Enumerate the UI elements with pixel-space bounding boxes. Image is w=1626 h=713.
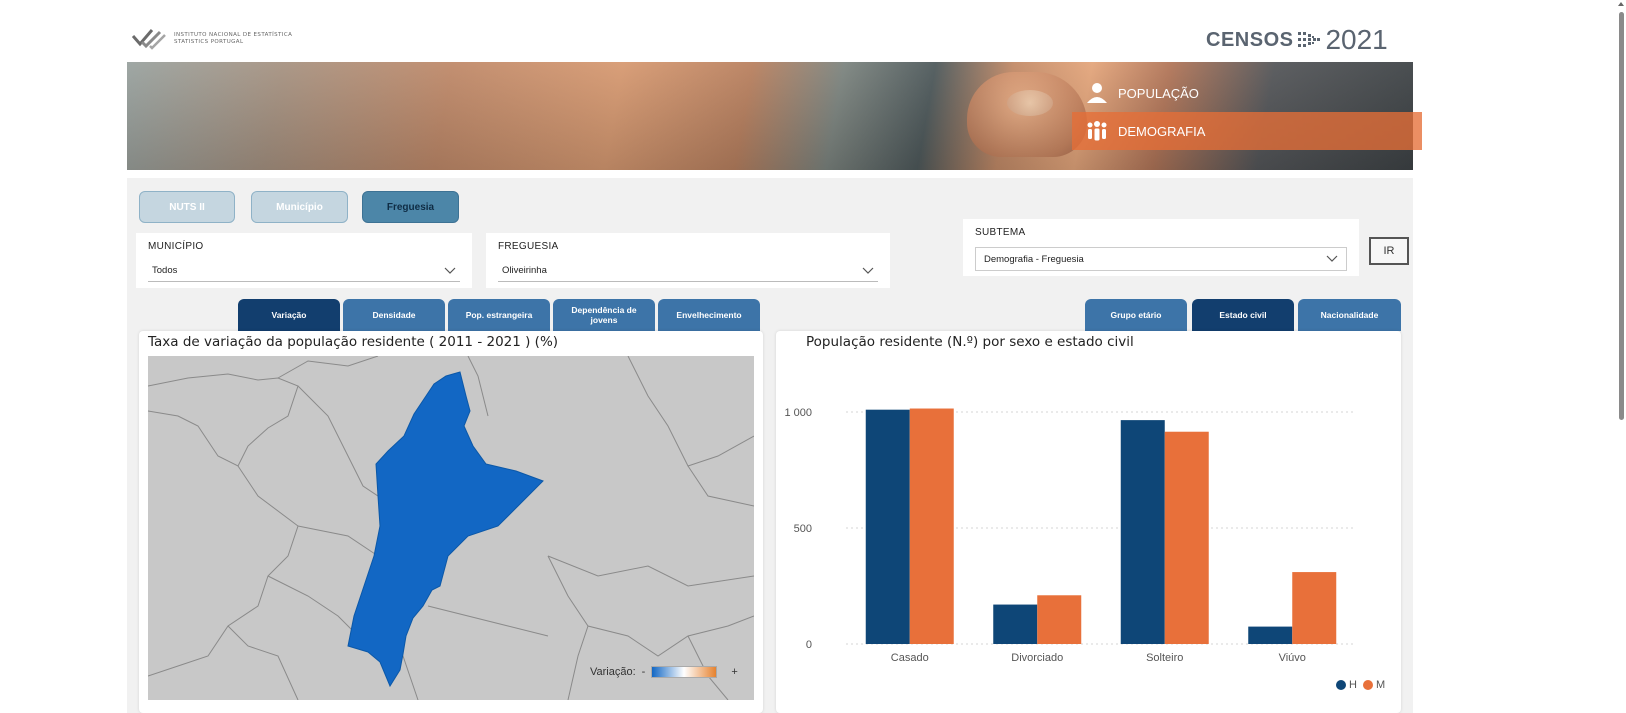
map-region-border	[227, 625, 299, 700]
topic-demografia-label: DEMOGRAFIA	[1118, 123, 1206, 139]
subtema-filter: SUBTEMA Demografia - Freguesia	[963, 219, 1359, 276]
topic-demografia[interactable]: DEMOGRAFIA	[1072, 112, 1422, 150]
map-legend-max: +	[731, 666, 738, 678]
tab-pop-estrangeira[interactable]: Pop. estrangeira	[448, 299, 550, 331]
ine-text: Instituto Nacional de Estatística Statis…	[174, 32, 292, 46]
map-legend-min: -	[641, 666, 646, 678]
ine-logo[interactable]: Instituto Nacional de Estatística Statis…	[132, 28, 292, 50]
map-region-border	[297, 525, 379, 557]
person-icon	[1087, 83, 1107, 103]
bar-chart-svg: 0 500 1 000 Casado Divorciado Solteiro Viúvo	[784, 407, 1356, 664]
bar-h-viúvo	[1248, 626, 1293, 644]
chevron-down-icon	[862, 267, 874, 274]
ir-button[interactable]: IR	[1369, 237, 1409, 265]
map-region-border	[267, 575, 359, 637]
x-tick-label: Viúvo	[1279, 652, 1306, 664]
level-freguesia-button[interactable]: Freguesia	[362, 191, 459, 223]
map-region-border	[467, 356, 489, 417]
tab-envelhecimento[interactable]: Envelhecimento	[658, 299, 760, 331]
topic-populacao-label: POPULAÇÃO	[1118, 85, 1199, 101]
map-title: Taxa de variação da população residente …	[148, 334, 559, 350]
map-region-border	[277, 356, 379, 379]
level-municipio-button[interactable]: Município	[251, 191, 348, 223]
ine-line1: Instituto Nacional de Estatística	[174, 32, 293, 38]
level-nuts2-button[interactable]: NUTS II	[139, 191, 235, 223]
map-legend-gradient	[651, 666, 718, 678]
page-scrollbar[interactable]	[1619, 12, 1624, 420]
topic-populacao[interactable]: POPULAÇÃO	[1072, 74, 1372, 112]
map-region-border	[567, 625, 589, 700]
subtema-value: Demografia - Freguesia	[984, 253, 1084, 265]
bar-m-solteiro	[1164, 431, 1209, 644]
map-legend: Variação: - +	[590, 666, 738, 678]
chevron-down-icon	[444, 267, 456, 274]
map-region-border	[148, 465, 299, 677]
bar-h-solteiro	[1120, 420, 1165, 644]
map-svg[interactable]	[148, 356, 754, 700]
legend-h-swatch	[1336, 680, 1346, 690]
tab-dependencia-jovens[interactable]: Dependência de jovens	[553, 299, 655, 331]
tab-variacao[interactable]: Variação	[238, 299, 340, 331]
municipio-filter: MUNICÍPIO Todos	[136, 233, 472, 288]
censos-logo: CENSOS 2021	[1206, 24, 1388, 56]
tab-estado-civil[interactable]: Estado civil	[1192, 299, 1294, 331]
censos-year: 2021	[1325, 24, 1388, 55]
bar-m-viúvo	[1292, 572, 1337, 644]
freguesia-select[interactable]: Oliveirinha	[498, 260, 878, 282]
map-region-border	[427, 605, 549, 637]
bar-m-divorciado	[1037, 595, 1082, 644]
map-region-oliveirinha[interactable]	[347, 371, 544, 688]
group-icon	[1087, 121, 1107, 141]
censos-arrow-icon	[1298, 32, 1321, 47]
map-region-border	[547, 555, 754, 657]
y-tick-label: 0	[806, 639, 812, 651]
map-region-border	[687, 465, 754, 507]
bar-chart-title: População residente (N.º) por sexo e est…	[806, 334, 1134, 350]
municipio-select[interactable]: Todos	[148, 260, 460, 282]
subtema-select[interactable]: Demografia - Freguesia	[975, 247, 1347, 271]
x-tick-label: Solteiro	[1146, 652, 1183, 664]
freguesia-value: Oliveirinha	[502, 265, 547, 276]
tab-nacionalidade[interactable]: Nacionalidade	[1298, 299, 1401, 331]
freguesia-label: FREGUESIA	[498, 241, 559, 252]
censos-word: CENSOS	[1206, 28, 1294, 51]
subtema-label: SUBTEMA	[975, 227, 1026, 238]
chevron-down-icon	[1326, 255, 1338, 262]
municipio-label: MUNICÍPIO	[148, 241, 204, 252]
tab-grupo-etario[interactable]: Grupo etário	[1085, 299, 1187, 331]
legend-h-label: H	[1349, 679, 1357, 691]
municipio-value: Todos	[152, 265, 178, 276]
scroll-up-arrow-icon[interactable]	[1618, 2, 1624, 6]
bar-h-casado	[865, 409, 910, 644]
y-tick-label: 500	[794, 523, 812, 535]
map-legend-label: Variação:	[590, 666, 636, 678]
x-tick-label: Casado	[891, 652, 929, 664]
bar-legend: H M	[1336, 679, 1385, 691]
bar-h-divorciado	[993, 604, 1038, 644]
bar-m-casado	[909, 408, 954, 644]
ine-mark-icon	[132, 29, 166, 50]
map-region-border	[547, 555, 754, 587]
map-region-border	[148, 373, 299, 467]
freguesia-filter: FREGUESIA Oliveirinha	[486, 233, 890, 288]
tab-densidade[interactable]: Densidade	[343, 299, 445, 331]
banner-nail	[1007, 90, 1053, 116]
map-region-border	[627, 356, 754, 467]
legend-m-swatch	[1362, 680, 1373, 690]
legend-m-label: M	[1375, 679, 1386, 691]
ine-line2: Statistics Portugal	[174, 39, 244, 45]
x-tick-label: Divorciado	[1011, 652, 1063, 664]
y-tick-label: 1 000	[784, 407, 812, 419]
